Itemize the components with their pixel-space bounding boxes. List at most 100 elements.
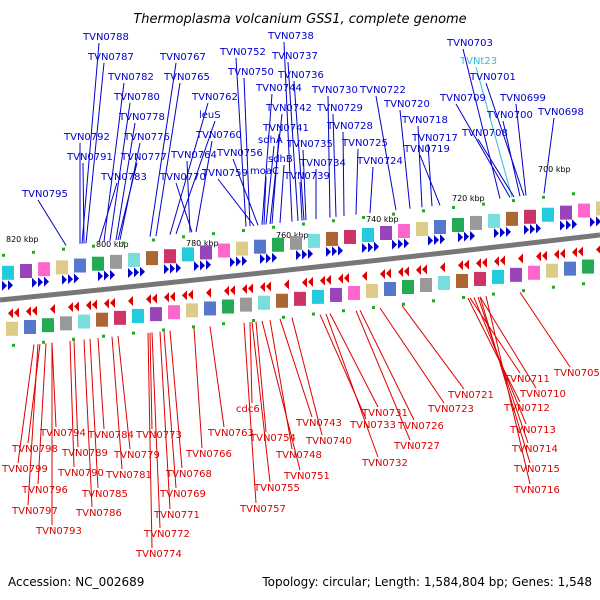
reverse-feature-block bbox=[186, 303, 198, 318]
forward-feature-block bbox=[434, 219, 446, 234]
forward-feature-block bbox=[488, 213, 500, 228]
forward-gene-arrow bbox=[566, 219, 571, 230]
reverse-gene-arrow bbox=[188, 289, 193, 300]
leader-line-tvn0701 bbox=[485, 82, 525, 196]
reverse-gene-arrow bbox=[386, 268, 391, 279]
topology-text: Topology: circular; Length: 1,584,804 bp… bbox=[261, 575, 592, 589]
leader-line-tvn0790 bbox=[69, 340, 75, 468]
leader-line-tvn0737 bbox=[287, 61, 299, 221]
reverse-track-dot bbox=[102, 334, 105, 338]
gene-label-tvn0790: TVN0790 bbox=[57, 468, 104, 479]
forward-gene-arrow bbox=[194, 261, 199, 272]
reverse-gene-arrow bbox=[518, 253, 523, 264]
reverse-feature-block bbox=[348, 285, 360, 300]
reverse-feature-block bbox=[60, 316, 72, 331]
reverse-gene-arrow bbox=[404, 266, 409, 277]
kbp-label-760-kbp: 760 kbp bbox=[276, 231, 309, 240]
reverse-gene-arrow bbox=[230, 285, 235, 296]
leader-line-cdc6 bbox=[249, 322, 253, 404]
gene-label-tvn0752: TVN0752 bbox=[219, 47, 266, 58]
reverse-gene-arrow bbox=[128, 295, 133, 306]
reverse-gene-arrow bbox=[536, 251, 541, 262]
forward-track-dot bbox=[542, 195, 545, 199]
forward-gene-arrow bbox=[404, 238, 409, 249]
reverse-feature-block bbox=[510, 267, 522, 282]
forward-feature-block bbox=[74, 258, 86, 273]
forward-feature-block bbox=[542, 207, 554, 222]
reverse-gene-arrow bbox=[458, 260, 463, 271]
leader-line-tvn0730 bbox=[327, 95, 331, 218]
forward-feature-block bbox=[362, 227, 374, 242]
gene-label-tvn0789: TVN0789 bbox=[61, 448, 108, 459]
forward-gene-arrow bbox=[68, 274, 73, 285]
reverse-feature-block bbox=[78, 314, 90, 329]
gene-label-tvn0757: TVN0757 bbox=[239, 504, 286, 515]
leader-line-tvn0721 bbox=[401, 305, 465, 390]
reverse-feature-block bbox=[258, 295, 270, 310]
gene-label-tvn0740: TVN0740 bbox=[305, 436, 352, 447]
forward-gene-arrow bbox=[470, 230, 475, 241]
forward-gene-arrow bbox=[2, 280, 7, 291]
forward-gene-arrow bbox=[128, 267, 133, 278]
leader-line-tvn0722 bbox=[375, 95, 397, 211]
forward-gene-arrow bbox=[338, 245, 343, 256]
reverse-gene-arrow bbox=[8, 308, 13, 319]
leader-line-tvn0785 bbox=[89, 338, 99, 489]
leader-line-tvnt23 bbox=[475, 66, 513, 198]
leader-line-tvn0716 bbox=[485, 296, 531, 485]
gene-label-tvn0727: TVN0727 bbox=[393, 441, 440, 452]
gene-label-tvn0738: TVN0738 bbox=[267, 31, 314, 42]
leader-line-tvn0712 bbox=[467, 297, 521, 403]
forward-gene-arrow bbox=[362, 242, 367, 253]
reverse-gene-arrow bbox=[398, 266, 403, 277]
reverse-gene-arrow bbox=[308, 276, 313, 287]
reverse-feature-block bbox=[96, 312, 108, 327]
forward-feature-block bbox=[596, 201, 600, 216]
gene-label-tvn0776: TVN0776 bbox=[123, 132, 170, 143]
reverse-feature-block bbox=[438, 275, 450, 290]
gene-label-tvn0701: TVN0701 bbox=[469, 72, 516, 83]
kbp-label-740-kbp: 740 kbp bbox=[366, 215, 399, 224]
gene-label-tvn0724: TVN0724 bbox=[356, 156, 403, 167]
leader-line-tvn0751 bbox=[261, 320, 301, 471]
gene-label-tvn0703: TVN0703 bbox=[446, 38, 493, 49]
gene-label-tvn0710: TVN0710 bbox=[519, 389, 566, 400]
reverse-feature-block bbox=[168, 305, 180, 320]
gene-label-tvn0786: TVN0786 bbox=[75, 508, 122, 519]
forward-gene-arrow bbox=[332, 246, 337, 257]
gene-label-tvn0760: TVN0760 bbox=[195, 130, 242, 141]
leader-line-tvn0725 bbox=[355, 148, 359, 215]
leader-line-sdhb bbox=[279, 164, 285, 223]
forward-feature-block bbox=[344, 229, 356, 244]
forward-feature-block bbox=[452, 217, 464, 232]
gene-label-tvn0787: TVN0787 bbox=[87, 52, 134, 63]
forward-feature-block bbox=[506, 211, 518, 226]
leader-line-tvn0703 bbox=[462, 48, 501, 199]
reverse-track-dot bbox=[462, 295, 465, 299]
reverse-track-dot bbox=[282, 315, 285, 319]
leader-line-tvn0788 bbox=[81, 42, 100, 244]
gene-label-tvn0754: TVN0754 bbox=[249, 433, 296, 444]
forward-track-dot bbox=[392, 212, 395, 216]
forward-track-dot bbox=[2, 253, 5, 257]
reverse-gene-arrow bbox=[482, 257, 487, 268]
reverse-feature-block bbox=[492, 269, 504, 284]
reverse-gene-arrow bbox=[266, 281, 271, 292]
leader-line-tvn0781 bbox=[111, 336, 123, 470]
gene-label-tvn0743: TVN0743 bbox=[295, 418, 342, 429]
forward-gene-arrow bbox=[572, 219, 577, 230]
reverse-track-dot bbox=[492, 292, 495, 296]
forward-feature-block bbox=[218, 243, 230, 258]
reverse-track-dot bbox=[552, 285, 555, 289]
gene-label-tvn0718: TVN0718 bbox=[401, 115, 448, 126]
gene-label-tvn0711: TVN0711 bbox=[503, 374, 550, 385]
gene-label-tvn0788: TVN0788 bbox=[82, 32, 129, 43]
forward-feature-block bbox=[290, 235, 302, 250]
leader-line-tvn0765 bbox=[155, 82, 181, 237]
forward-feature-block bbox=[272, 237, 284, 252]
reverse-gene-arrow bbox=[152, 293, 157, 304]
forward-track-dot bbox=[512, 199, 515, 203]
forward-track-dot bbox=[92, 244, 95, 248]
leader-line-tvn0741 bbox=[271, 133, 280, 224]
